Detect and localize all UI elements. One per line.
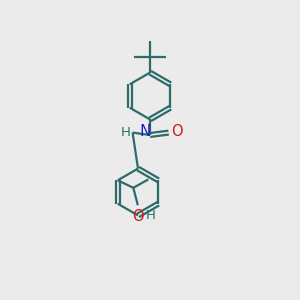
Text: N: N xyxy=(131,124,151,140)
Text: H: H xyxy=(121,125,131,139)
Text: H: H xyxy=(145,209,155,222)
Text: O: O xyxy=(132,209,144,224)
Text: O: O xyxy=(172,124,183,140)
